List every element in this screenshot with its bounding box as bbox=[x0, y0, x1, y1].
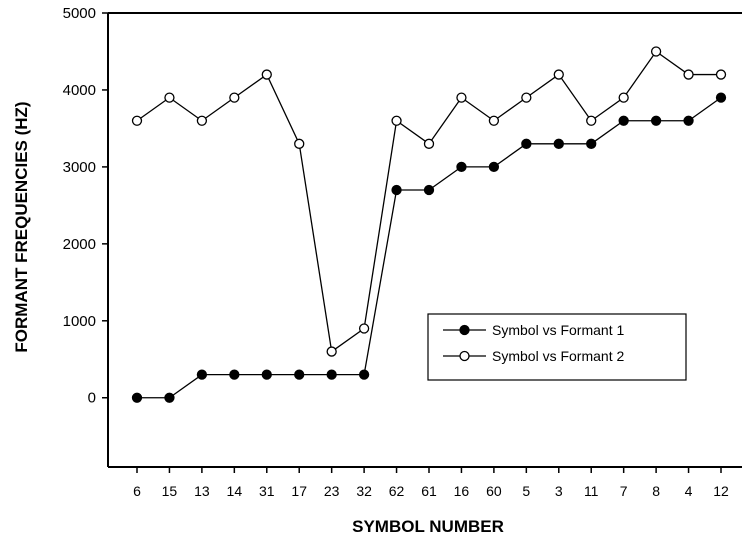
y-tick-label: 1000 bbox=[63, 313, 96, 330]
x-tick-label: 6 bbox=[133, 483, 141, 499]
series-group bbox=[131, 46, 727, 403]
data-point bbox=[715, 92, 727, 103]
y-tick-label: 3000 bbox=[63, 159, 96, 176]
data-point bbox=[294, 138, 305, 149]
data-point bbox=[521, 138, 532, 149]
x-tick-label: 16 bbox=[454, 483, 470, 499]
data-point bbox=[261, 69, 272, 80]
x-axis-title: SYMBOL NUMBER bbox=[352, 517, 504, 536]
x-tick-label: 4 bbox=[685, 483, 693, 499]
legend-entry-1: Symbol vs Formant 1 bbox=[443, 322, 624, 338]
data-point bbox=[423, 138, 435, 149]
x-tick-label: 32 bbox=[356, 483, 372, 499]
data-point bbox=[456, 92, 467, 103]
data-point bbox=[683, 115, 694, 126]
data-point bbox=[553, 69, 564, 80]
data-point bbox=[521, 92, 532, 103]
data-point bbox=[650, 115, 662, 126]
legend-label: Symbol vs Formant 1 bbox=[492, 322, 624, 338]
data-point bbox=[358, 369, 370, 380]
data-point bbox=[650, 46, 662, 57]
x-tick-label: 8 bbox=[652, 483, 660, 499]
x-tick-label: 31 bbox=[259, 483, 275, 499]
series-2 bbox=[131, 46, 727, 357]
data-point bbox=[326, 369, 337, 380]
data-point bbox=[618, 92, 629, 103]
y-tick-label: 0 bbox=[88, 390, 96, 407]
data-point bbox=[164, 92, 175, 103]
data-point bbox=[196, 369, 208, 380]
series-line bbox=[136, 50, 721, 353]
legend-entry-2: Symbol vs Formant 2 bbox=[443, 348, 624, 364]
data-point bbox=[553, 138, 564, 149]
data-point bbox=[618, 115, 629, 126]
y-tick-label: 5000 bbox=[63, 5, 96, 22]
x-tick-label: 13 bbox=[194, 483, 210, 499]
x-tick-label: 62 bbox=[389, 483, 405, 499]
x-tick-label: 12 bbox=[713, 483, 729, 499]
data-point bbox=[456, 161, 467, 173]
data-point bbox=[683, 69, 694, 80]
data-point bbox=[391, 115, 402, 126]
data-point bbox=[131, 392, 143, 403]
data-point bbox=[229, 369, 240, 380]
x-tick-label: 11 bbox=[584, 483, 599, 499]
x-tick-label: 61 bbox=[421, 483, 437, 499]
x-tick-label: 17 bbox=[291, 483, 307, 499]
x-tick-label: 15 bbox=[162, 483, 178, 499]
data-point bbox=[326, 346, 337, 357]
data-point bbox=[715, 69, 727, 80]
data-point bbox=[131, 115, 143, 126]
x-tick-label: 5 bbox=[522, 483, 530, 499]
legend-marker bbox=[459, 324, 470, 336]
data-point bbox=[294, 369, 305, 380]
data-point bbox=[423, 184, 435, 196]
x-tick-label: 14 bbox=[227, 483, 243, 499]
y-tick-label: 4000 bbox=[63, 82, 96, 99]
x-tick-label: 60 bbox=[486, 483, 502, 499]
y-axis-title: FORMANT FREQUENCIES (HZ) bbox=[12, 101, 31, 352]
legend: Symbol vs Formant 1 Symbol vs Formant 2 bbox=[427, 313, 687, 381]
data-point bbox=[391, 184, 402, 196]
data-point bbox=[586, 138, 597, 149]
y-tick-label: 2000 bbox=[63, 236, 96, 253]
x-tick-label: 3 bbox=[555, 483, 563, 499]
data-point bbox=[229, 92, 240, 103]
legend-marker bbox=[459, 350, 470, 362]
data-point bbox=[358, 323, 370, 334]
data-point bbox=[488, 161, 500, 173]
data-point bbox=[164, 392, 175, 403]
legend-box bbox=[427, 313, 687, 381]
legend-label: Symbol vs Formant 2 bbox=[492, 348, 624, 364]
data-point bbox=[261, 369, 272, 380]
data-point bbox=[196, 115, 208, 126]
x-tick-label: 23 bbox=[324, 483, 340, 499]
x-tick-label: 7 bbox=[620, 483, 628, 499]
data-point bbox=[586, 115, 597, 126]
series-1 bbox=[131, 92, 727, 403]
data-point bbox=[488, 115, 500, 126]
